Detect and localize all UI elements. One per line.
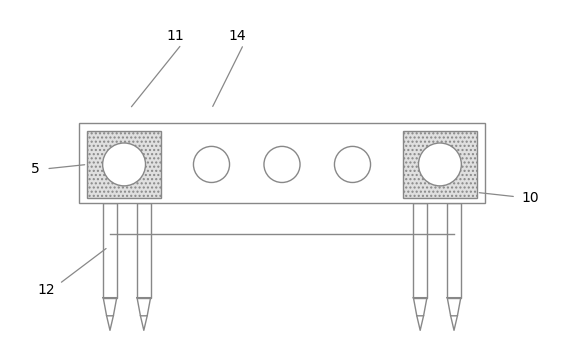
Text: 10: 10: [521, 191, 539, 205]
Text: 12: 12: [37, 284, 55, 297]
Bar: [103, 203, 117, 298]
Bar: [447, 203, 461, 298]
Bar: [87, 131, 161, 198]
Bar: [137, 203, 151, 298]
Ellipse shape: [418, 143, 461, 186]
Ellipse shape: [103, 143, 146, 186]
Ellipse shape: [264, 146, 300, 183]
Bar: [413, 203, 427, 298]
Text: 14: 14: [228, 29, 246, 43]
Ellipse shape: [334, 146, 371, 183]
Text: 11: 11: [166, 29, 184, 43]
Bar: [403, 131, 477, 198]
Ellipse shape: [193, 146, 230, 183]
Bar: [79, 123, 485, 203]
Text: 5: 5: [30, 162, 39, 176]
